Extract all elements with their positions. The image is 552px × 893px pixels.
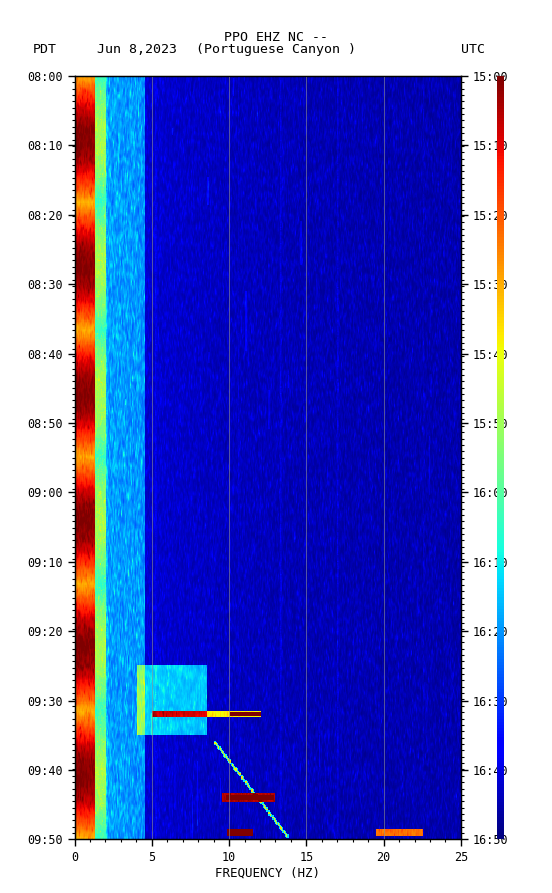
Text: PPO EHZ NC --: PPO EHZ NC -- <box>224 31 328 45</box>
Text: Jun 8,2023: Jun 8,2023 <box>97 43 177 56</box>
Text: UTC: UTC <box>461 43 485 56</box>
Text: (Portuguese Canyon ): (Portuguese Canyon ) <box>196 43 356 56</box>
Text: PDT: PDT <box>33 43 57 56</box>
X-axis label: FREQUENCY (HZ): FREQUENCY (HZ) <box>215 867 320 880</box>
